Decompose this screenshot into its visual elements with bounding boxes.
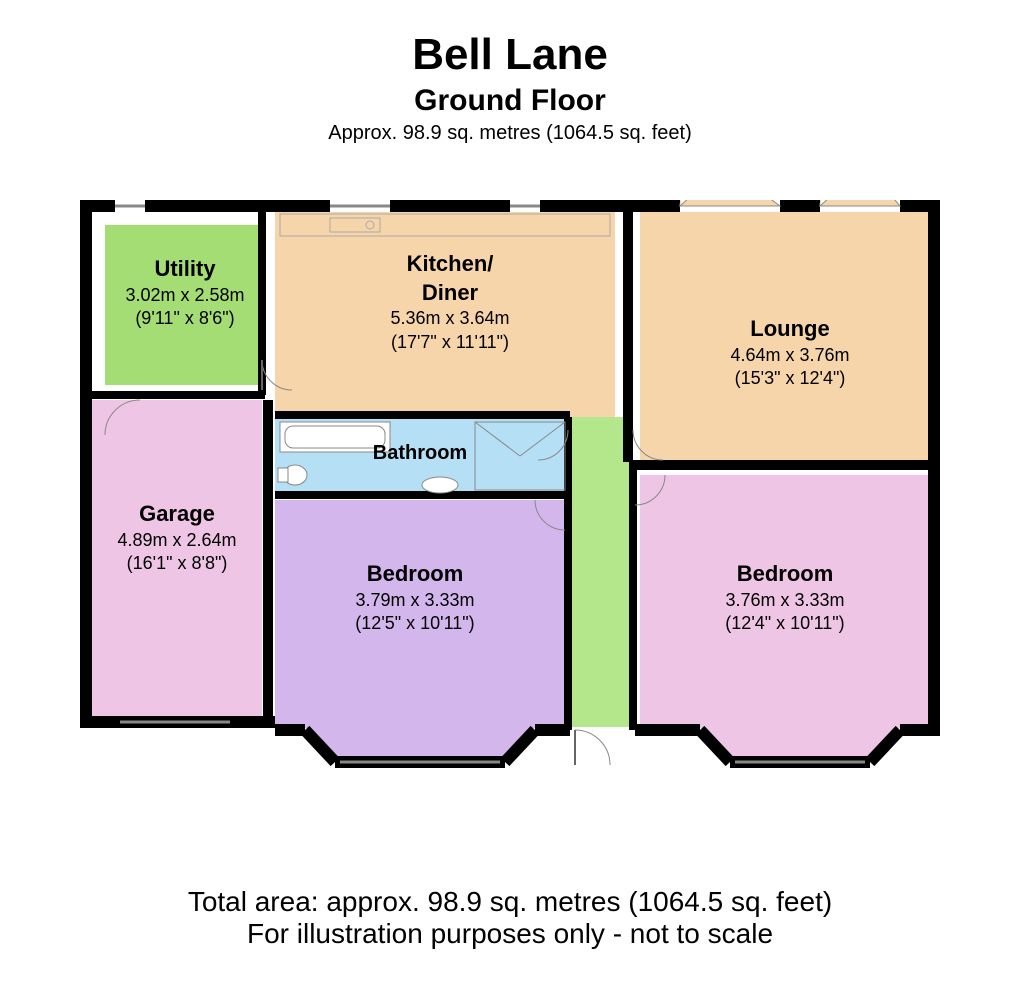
header: Bell Lane Ground Floor Approx. 98.9 sq. … [0, 0, 1020, 145]
page-subtitle: Ground Floor [0, 84, 1020, 118]
kitchen-label: Kitchen/ Diner 5.36m x 3.64m (17'7" x 11… [340, 250, 560, 354]
utility-label: Utility 3.02m x 2.58m (9'11" x 8'6") [110, 255, 260, 330]
footer: Total area: approx. 98.9 sq. metres (106… [0, 886, 1020, 950]
garage-label: Garage 4.89m x 2.64m (16'1" x 8'8") [92, 500, 262, 575]
bathroom-label: Bathroom [330, 440, 510, 466]
bedroom2-label: Bedroom 3.76m x 3.33m (12'4" x 10'11") [675, 560, 895, 635]
header-area-text: Approx. 98.9 sq. metres (1064.5 sq. feet… [0, 122, 1020, 145]
footer-disclaimer: For illustration purposes only - not to … [0, 918, 1020, 950]
footer-area-text: Total area: approx. 98.9 sq. metres (106… [0, 886, 1020, 918]
page-title: Bell Lane [0, 30, 1020, 80]
floorplan-diagram: Utility 3.02m x 2.58m (9'11" x 8'6") Kit… [80, 200, 940, 800]
bedroom1-label: Bedroom 3.79m x 3.33m (12'5" x 10'11") [305, 560, 525, 635]
lounge-label: Lounge 4.64m x 3.76m (15'3" x 12'4") [680, 315, 900, 390]
